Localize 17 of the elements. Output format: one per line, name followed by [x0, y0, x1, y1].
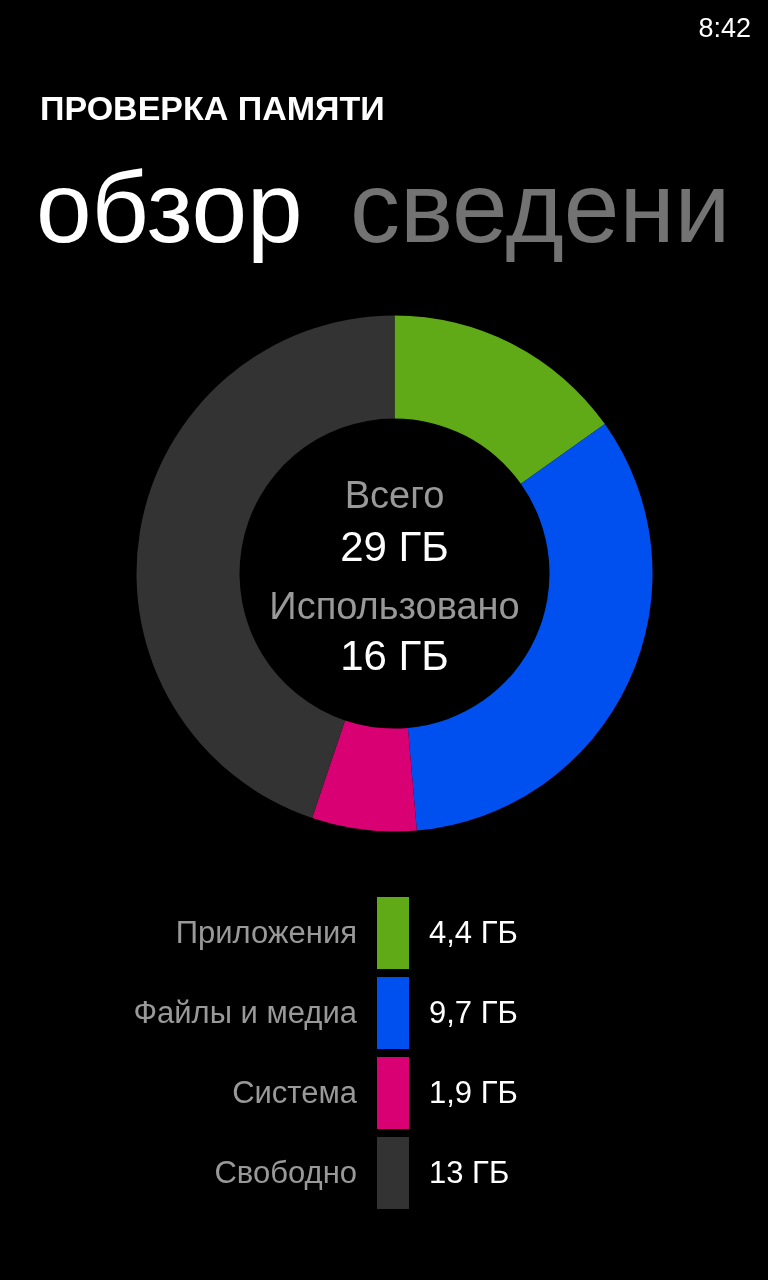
- text: 16 ГБ: [340, 632, 449, 679]
- text: 29 ГБ: [340, 523, 449, 570]
- text: Использовано: [269, 585, 520, 627]
- legend-label: Файлы и медиа: [133, 995, 358, 1030]
- data-label: 9,7 ГБ: [429, 995, 518, 1030]
- text: сведени: [350, 151, 731, 263]
- text: Всего: [344, 474, 445, 516]
- data-label: 1,9 ГБ: [429, 1075, 518, 1110]
- donut-slice: [312, 720, 417, 832]
- legend-label: Приложения: [175, 915, 357, 950]
- legend-label: Система: [232, 1075, 358, 1110]
- text: обзор: [36, 151, 303, 263]
- data-label: 4,4 ГБ: [429, 915, 518, 950]
- text: 8:42: [698, 13, 751, 43]
- data-label: 13 ГБ: [429, 1155, 510, 1190]
- chart-title: ПРОВЕРКА ПАМЯТИ: [40, 89, 385, 127]
- legend-label: Свободно: [214, 1155, 357, 1190]
